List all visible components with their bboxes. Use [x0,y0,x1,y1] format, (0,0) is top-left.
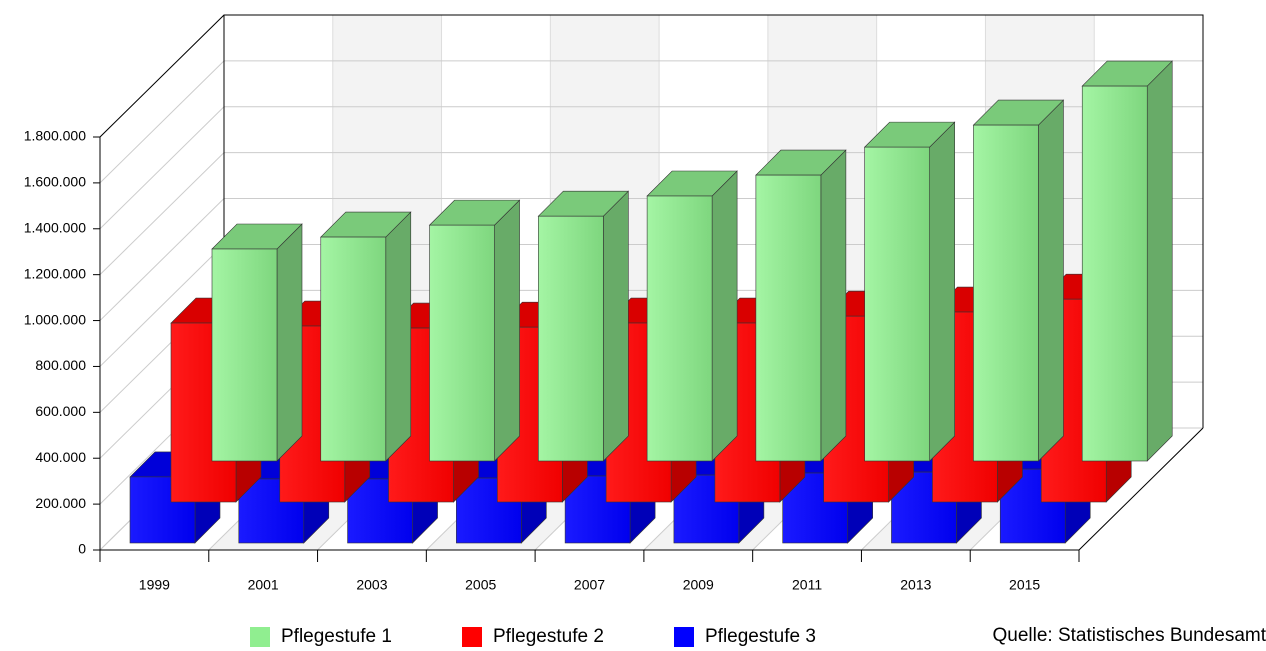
bar [211,223,303,462]
bar-front [864,146,930,462]
legend-swatch [462,627,482,647]
bar-side [276,223,303,462]
x-tick-label: 2013 [900,577,931,593]
y-tick-label: 1.000.000 [24,311,86,327]
bar [428,199,521,462]
bar-front [320,236,387,462]
y-tick-label: 0 [78,541,86,557]
y-tick-label: 200.000 [35,495,86,511]
bar-side [820,149,847,462]
y-tick-label: 1.600.000 [24,174,86,190]
bar-front [211,248,278,462]
y-tick-label: 1.400.000 [24,219,86,235]
bar-front [646,195,713,462]
legend-label: Pflegestufe 2 [493,626,604,647]
x-tick-label: 2007 [574,577,605,593]
bar-front [1081,85,1148,462]
bar [646,170,738,462]
legend-swatch [250,627,270,647]
bar-side [711,170,738,462]
source-note: Quelle: Statistisches Bundesamt [992,625,1266,646]
y-tick-label: 1.800.000 [24,128,86,144]
bar-front [755,174,822,462]
bar [1081,60,1173,462]
y-tick-label: 400.000 [35,449,86,465]
bar-side [603,190,629,462]
bar-side [385,211,412,462]
bar [972,99,1065,462]
y-tick-label: 1.200.000 [24,265,86,281]
bar-front [538,215,604,462]
x-tick-label: 2003 [356,577,387,593]
y-tick-label: 800.000 [35,357,86,373]
bar [537,190,630,462]
x-tick-label: 2009 [683,577,714,593]
bar-side [1038,99,1064,462]
legend-label: Pflegestufe 3 [705,626,816,647]
bar-side [494,199,520,462]
bar-side [929,121,955,462]
bar-side [1146,60,1173,462]
x-tick-label: 2001 [248,577,279,593]
bar [863,121,956,462]
floor-frame [100,427,1204,551]
y-tick-label: 600.000 [35,403,86,419]
x-tick-label: 2011 [792,577,822,593]
x-tick-label: 1999 [139,577,170,593]
bar-front [429,224,495,462]
x-tick-label: 2015 [1009,577,1040,593]
bar [755,149,847,462]
x-tick-label: 2005 [465,577,496,593]
bar [320,211,412,462]
legend-label: Pflegestufe 1 [281,626,392,647]
legend-swatch [674,627,694,647]
bar-front [973,124,1039,462]
